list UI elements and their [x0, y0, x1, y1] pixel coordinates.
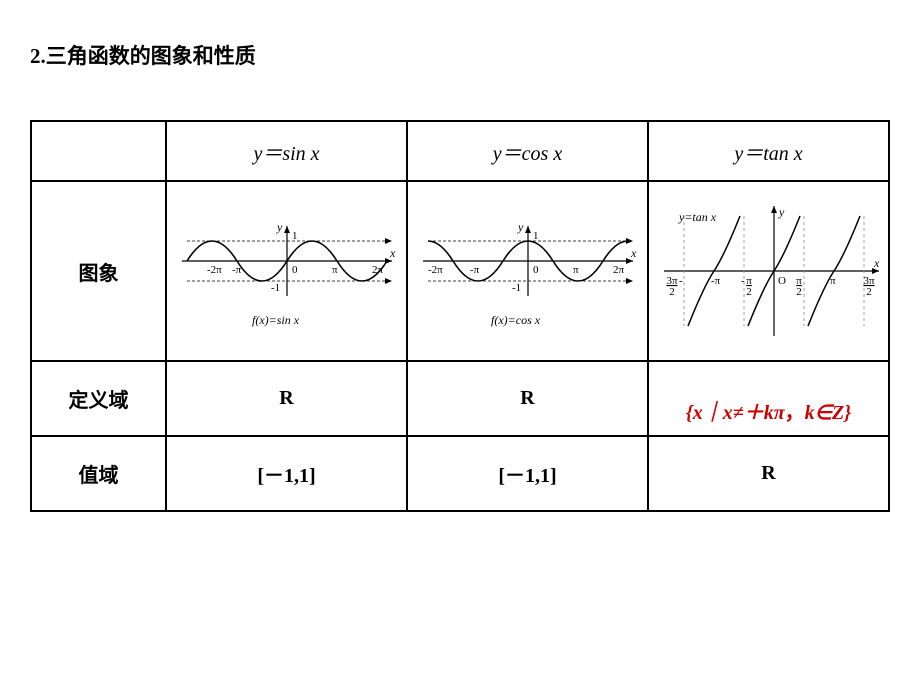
svg-text:-2π: -2π: [207, 264, 222, 276]
tan-func-label: y=tan x: [678, 210, 717, 224]
tan-graph-cell: 3π 2 - -π π 2 - O π 2 π 3π 2 y x: [648, 181, 889, 361]
svg-text:-1: -1: [512, 282, 521, 294]
cos-range: [－1,1]: [407, 436, 648, 511]
svg-text:2: 2: [746, 286, 752, 298]
svg-text:1: 1: [292, 230, 298, 242]
svg-text:x: x: [873, 256, 880, 270]
sin-graph: -2π -π 0 π 2π 1 -1 y x f(x)=sin x: [172, 206, 402, 336]
svg-text:0: 0: [292, 264, 298, 276]
svg-text:-π: -π: [711, 275, 721, 287]
domain-row: 定义域 R R {x｜x≠＋kπ，k∈Z}: [31, 361, 889, 436]
svg-text:-π: -π: [232, 264, 242, 276]
cos-func-label: f(x)=cos x: [491, 313, 541, 327]
tan-domain: {x｜x≠＋kπ，k∈Z}: [648, 361, 889, 436]
range-row: 值域 [－1,1] [－1,1] R: [31, 436, 889, 511]
blank-header: [31, 121, 166, 181]
sin-header: y＝sin x: [166, 121, 407, 181]
svg-text:y: y: [276, 220, 283, 234]
cos-graph: -2π -π 0 π 2π 1 -1 y x f(x)=cos x: [413, 206, 643, 336]
domain-label: 定义域: [31, 361, 166, 436]
sin-graph-cell: -2π -π 0 π 2π 1 -1 y x f(x)=sin x: [166, 181, 407, 361]
svg-text:O: O: [778, 275, 786, 287]
svg-text:x: x: [389, 246, 396, 260]
svg-text:2: 2: [669, 286, 675, 298]
svg-text:-: -: [741, 275, 745, 287]
sin-domain: R: [166, 361, 407, 436]
svg-text:y: y: [517, 220, 524, 234]
svg-text:π: π: [573, 264, 579, 276]
svg-text:x: x: [630, 246, 637, 260]
header-row: y＝sin x y＝cos x y＝tan x: [31, 121, 889, 181]
svg-text:1: 1: [533, 230, 539, 242]
svg-text:2: 2: [796, 286, 802, 298]
tan-range: R: [648, 436, 889, 511]
svg-text:-2π: -2π: [428, 264, 443, 276]
svg-text:-π: -π: [470, 264, 480, 276]
svg-text:2: 2: [866, 286, 872, 298]
sin-range: [－1,1]: [166, 436, 407, 511]
cos-graph-cell: -2π -π 0 π 2π 1 -1 y x f(x)=cos x: [407, 181, 648, 361]
svg-text:0: 0: [533, 264, 539, 276]
tan-graph: 3π 2 - -π π 2 - O π 2 π 3π 2 y x: [654, 196, 884, 346]
svg-text:-: -: [679, 275, 683, 287]
svg-text:2π: 2π: [372, 264, 384, 276]
graph-label: 图象: [31, 181, 166, 361]
svg-text:-1: -1: [271, 282, 280, 294]
section-title: 2.三角函数的图象和性质: [30, 40, 890, 70]
tan-header: y＝tan x: [648, 121, 889, 181]
cos-header: y＝cos x: [407, 121, 648, 181]
svg-text:π: π: [332, 264, 338, 276]
svg-text:2π: 2π: [613, 264, 625, 276]
svg-text:y: y: [778, 205, 785, 219]
graph-row: 图象 -2π -π: [31, 181, 889, 361]
range-label: 值域: [31, 436, 166, 511]
cos-domain: R: [407, 361, 648, 436]
svg-text:π: π: [830, 275, 836, 287]
sin-func-label: f(x)=sin x: [252, 313, 300, 327]
trig-table: y＝sin x y＝cos x y＝tan x 图象: [30, 120, 890, 512]
